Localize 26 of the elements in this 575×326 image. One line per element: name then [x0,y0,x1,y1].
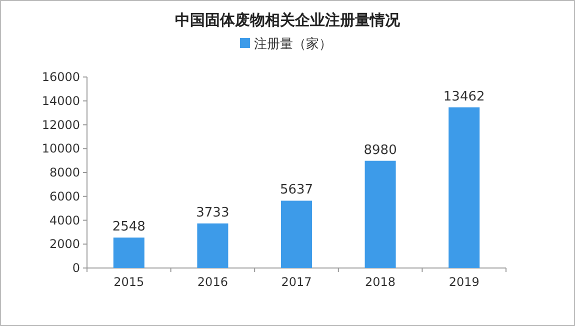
data-label: 13462 [443,89,485,104]
bar [448,107,480,268]
bar [280,200,312,268]
y-tick-label: 8000 [49,166,80,180]
chart-title: 中国固体废物相关企业注册量情况 [175,11,401,29]
x-tick-label: 2015 [114,275,144,289]
y-tick-label: 2000 [49,237,80,252]
y-tick-label: 10000 [42,142,80,156]
x-tick-label: 2016 [197,275,228,289]
data-label: 3733 [196,205,230,220]
y-tick-label: 16000 [42,70,80,84]
y-tick-label: 14000 [42,94,80,108]
data-label: 2548 [112,220,146,235]
y-tick-label: 4000 [49,213,80,228]
x-tick-label: 2017 [281,275,312,289]
bar [197,223,228,268]
x-tick-label: 2019 [448,275,480,289]
y-tick-label: 6000 [49,189,80,204]
bar [364,160,396,268]
data-label: 5637 [280,182,314,198]
bar [113,238,144,268]
y-tick-label: 12000 [42,118,80,132]
data-label: 8980 [364,142,397,158]
y-tick-label: 0 [72,261,80,275]
legend-label: 注册量（家） [254,36,332,52]
x-tick-label: 2018 [365,275,396,289]
